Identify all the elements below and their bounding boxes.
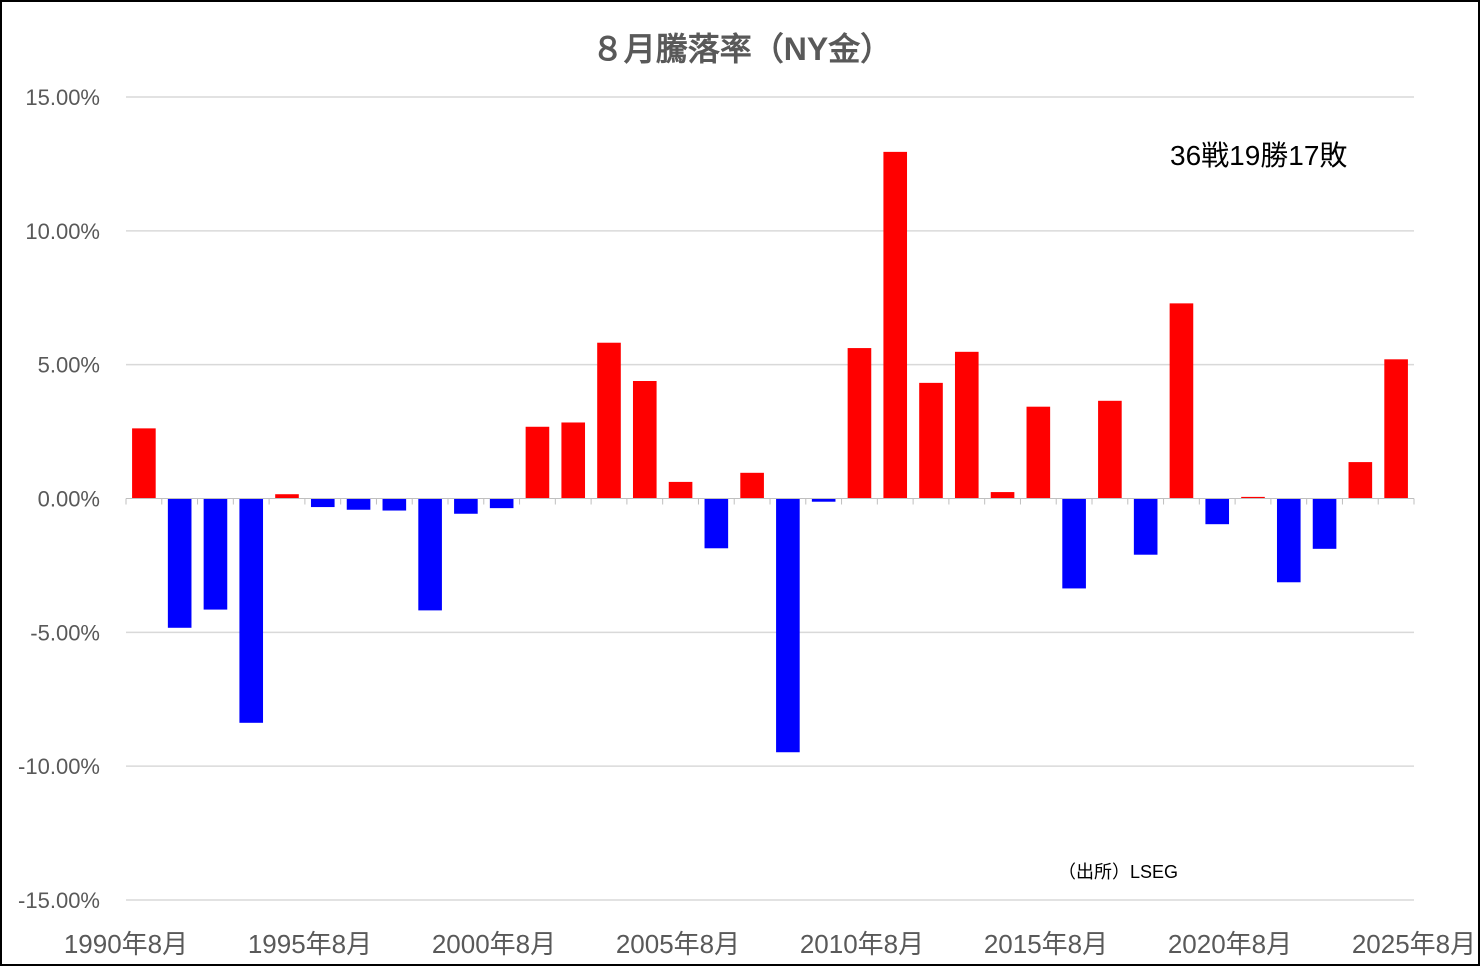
source-annotation: （出所）LSEG	[1058, 862, 1178, 882]
x-tick-label: 2020年8月	[1168, 929, 1292, 959]
bar	[704, 498, 729, 549]
bar	[847, 348, 872, 499]
bar	[668, 481, 693, 499]
bar	[632, 380, 657, 499]
bar	[1098, 400, 1122, 499]
y-tick-label: 15.00%	[25, 85, 100, 110]
bar	[203, 498, 228, 610]
y-tick-label: -15.00%	[18, 888, 100, 913]
x-tick-label: 2015年8月	[984, 929, 1108, 959]
bar	[382, 498, 407, 511]
x-tick-label: 2000年8月	[432, 929, 556, 959]
bar	[597, 342, 621, 499]
bar	[740, 472, 764, 499]
bar	[1276, 498, 1301, 583]
y-tick-label: -10.00%	[18, 754, 100, 779]
bar	[275, 494, 299, 499]
y-axis-ticks: 15.00% 10.00% 5.00% 0.00% -5.00% -10.00% -15.0…	[18, 85, 100, 913]
bars	[132, 151, 1408, 753]
bar	[167, 498, 192, 628]
x-tick-label: 2025年8月	[1352, 929, 1476, 959]
y-tick-label: 10.00%	[25, 219, 100, 244]
x-axis-tick-marks	[125, 498, 1415, 505]
bar	[1062, 498, 1086, 589]
bar	[489, 498, 514, 509]
bar	[1133, 498, 1158, 555]
bar	[883, 151, 908, 499]
bar	[954, 351, 979, 499]
bar	[132, 428, 156, 499]
bar	[418, 498, 442, 611]
bar	[310, 498, 335, 508]
bar	[525, 426, 550, 499]
bar	[1169, 303, 1194, 499]
bar	[1384, 359, 1408, 499]
bar	[1205, 498, 1230, 525]
gridlines	[126, 96, 1414, 901]
x-axis-ticks: 1990年8月 1995年8月 2000年8月 2005年8月 2010年8月 2015年…	[64, 929, 1476, 959]
bar	[1312, 498, 1337, 549]
bar	[811, 498, 836, 502]
record-annotation: 36戦19勝17敗	[1170, 140, 1347, 171]
bar	[1241, 496, 1265, 499]
bar	[239, 498, 264, 723]
x-tick-label: 1990年8月	[64, 929, 188, 959]
bar	[454, 498, 478, 514]
bar	[776, 498, 800, 753]
bar	[1026, 406, 1051, 499]
chart-title: ８月騰落率（NY金）	[592, 31, 892, 67]
bar	[919, 382, 943, 499]
bar	[1348, 462, 1373, 499]
bar	[561, 422, 586, 499]
bar	[990, 492, 1015, 499]
y-tick-label: 5.00%	[38, 353, 100, 378]
x-tick-label: 2010年8月	[800, 929, 924, 959]
bar	[346, 498, 371, 510]
x-tick-label: 1995年8月	[248, 929, 372, 959]
y-tick-label: -5.00%	[30, 620, 100, 645]
x-tick-label: 2005年8月	[616, 929, 740, 959]
y-tick-label: 0.00%	[38, 487, 100, 512]
